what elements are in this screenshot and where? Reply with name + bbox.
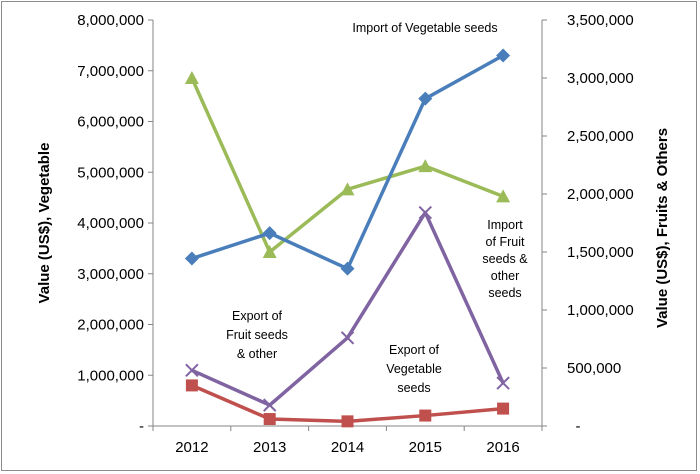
annotation-line: Vegetable [386,362,442,376]
right-tick-label: 1,000,000 [567,302,634,319]
triangle-marker [340,182,355,196]
x-tick-label: 2015 [409,439,442,456]
square-marker [341,415,354,428]
left-tick-label: 5,000,000 [77,164,144,181]
square-marker [185,379,198,392]
triangle-marker [496,189,511,203]
diamond-marker [496,48,511,63]
annotation-line: of Fruit [486,235,525,249]
series-lines [184,48,511,428]
left-tick-label: 6,000,000 [77,114,144,131]
right-tick-label: 2,500,000 [567,128,634,145]
annotation-line: Fruit seeds [226,328,288,342]
x-tick-label: 2016 [486,439,519,456]
right-tick-label: 500,000 [567,360,621,377]
annotation-line: Export of [389,343,440,357]
series-0-group [184,48,511,276]
left-tick-label: 2,000,000 [77,317,144,334]
annotation-line: Export of [232,309,283,323]
series-2-group [185,205,510,412]
diamond-marker [340,261,355,276]
triangle-marker [184,71,199,84]
annotation-line: Import [487,218,523,232]
diamond-marker [418,91,433,106]
annotation-line: other [491,269,520,283]
square-marker [419,409,432,422]
x-marker-stroke [418,205,433,220]
annotation-line: seeds [488,286,521,300]
annotation-export-veg: Export of Vegetable seeds [386,343,442,395]
square-marker [497,402,510,415]
x-marker-stroke [185,363,199,378]
x-tick-label: 2014 [331,439,364,456]
triangle-marker [418,159,433,173]
annotation-line: Import of Vegetable seeds [352,21,497,35]
diamond-marker [184,251,199,266]
annotation-line: seeds & [482,252,528,266]
annotations: Import of Vegetable seeds Import of Fruit s… [226,21,528,395]
series-line [190,77,504,254]
annotation-line: seeds [397,381,430,395]
y-right-axis-title: Value (US$), Fruits & Others [654,128,671,328]
y-left-axis-title: Value (US$), Vegetable [36,143,53,304]
right-tick-label: 3,000,000 [567,70,634,87]
annotation-import-fruit: Import of Fruit seeds & other seeds [482,218,528,300]
x-marker-stroke [340,331,355,345]
square-marker [263,413,276,426]
right-tick-label: 3,500,000 [567,12,634,29]
left-tick-label: 3,000,000 [77,266,144,283]
x-tick-label: 2013 [253,439,286,456]
triangle-marker [262,245,277,258]
series-line [191,53,504,271]
x-marker-stroke [496,376,510,390]
right-tick-label: 2,000,000 [567,186,634,203]
axes: - 1,000,000 2,000,000 3,000,000 4,000,000 5,0… [36,12,671,456]
right-tick-label: - [576,418,581,435]
series-3-group [185,379,510,428]
left-tick-label: 1,000,000 [77,367,144,384]
left-tick-label: 8,000,000 [77,12,144,29]
left-tick-label: - [139,418,144,435]
annotation-line: & other [237,347,277,361]
annotation-import-veg: Import of Vegetable seeds [352,21,497,35]
diamond-marker [262,226,277,241]
annotation-export-fruit: Export of Fruit seeds & other [226,309,288,361]
left-tick-label: 7,000,000 [77,63,144,80]
x-marker-stroke [262,398,277,412]
right-tick-label: 1,500,000 [567,244,634,261]
series-1-group [184,71,511,258]
x-tick-label: 2012 [175,439,208,456]
left-tick-label: 4,000,000 [77,215,144,232]
